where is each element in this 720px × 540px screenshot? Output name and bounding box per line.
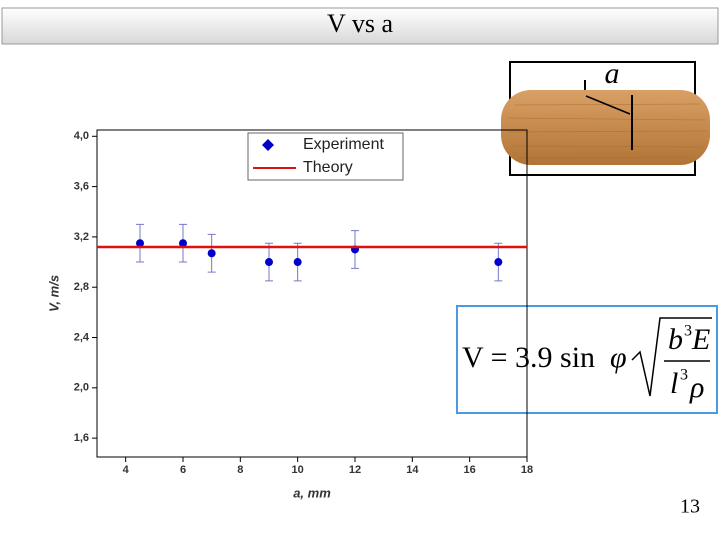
formula-num-exp: 3 [684,323,692,340]
x-tick-label: 18 [521,464,533,476]
point [179,239,187,248]
diagram-label: a [605,57,620,90]
arrow [585,95,631,115]
y-tick-label: 3,2 [74,231,89,243]
legend-label: Experiment [303,136,384,153]
formula-box [456,305,718,414]
chart: 4 6 8 10 12 14 16 18 1,6 2,0 2,4 2,8 3,2 3,6 4,0 a, mm V… [46,129,533,500]
x-tick-label: 14 [406,464,419,476]
x-tick-label: 16 [464,464,476,476]
y-tick-label: 1,6 [74,432,89,444]
formula-num: b [668,323,683,356]
point [494,258,503,267]
x-tick-label: 8 [237,464,243,476]
point [136,239,144,248]
x-tick-label: 12 [349,464,361,476]
y-tick-label: 2,4 [74,331,90,343]
page-number: 13 [680,496,700,518]
formula: V = 3.9 sin φ b 3 E l 3 ρ [462,317,712,404]
formula-num: E [691,323,710,356]
plot-frame [96,129,528,458]
legend-label: Theory [303,159,353,176]
formula-phi: φ [610,341,627,374]
point [207,249,216,258]
y-tick-label: 4,0 [74,130,89,142]
point [265,258,273,267]
x-tick-label: 4 [123,464,130,476]
slide-title: V vs a [327,9,393,38]
legend-marker [262,139,274,151]
x-tick-label: 6 [180,464,186,476]
y-tick-label: 3,6 [74,181,89,193]
y-tick-label: 2,0 [74,382,89,394]
formula-lhs: V = 3.9 sin [462,341,595,374]
formula-den-exp: 3 [680,367,688,384]
legend-box [247,132,404,181]
x-tick-label: 10 [292,464,304,476]
formula-den: l [670,367,678,400]
title-bar [1,7,719,45]
point [293,258,302,267]
x-axis-label: a, mm [293,485,331,500]
y-axis-label: V, m/s [46,275,61,312]
radical [631,317,712,397]
wood-sample [501,90,710,165]
y-tick-label: 2,8 [74,281,89,293]
wood-grain [507,103,707,159]
formula-den: ρ [689,371,704,404]
